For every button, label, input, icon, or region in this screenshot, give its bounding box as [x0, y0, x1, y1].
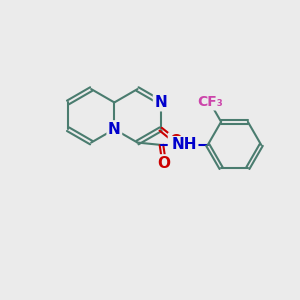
Text: NH: NH — [171, 137, 197, 152]
Text: N: N — [154, 95, 167, 110]
Text: O: O — [158, 156, 171, 171]
Text: N: N — [108, 122, 121, 137]
Text: O: O — [169, 134, 182, 149]
Text: CF₃: CF₃ — [197, 95, 223, 109]
Text: H: H — [178, 138, 190, 152]
